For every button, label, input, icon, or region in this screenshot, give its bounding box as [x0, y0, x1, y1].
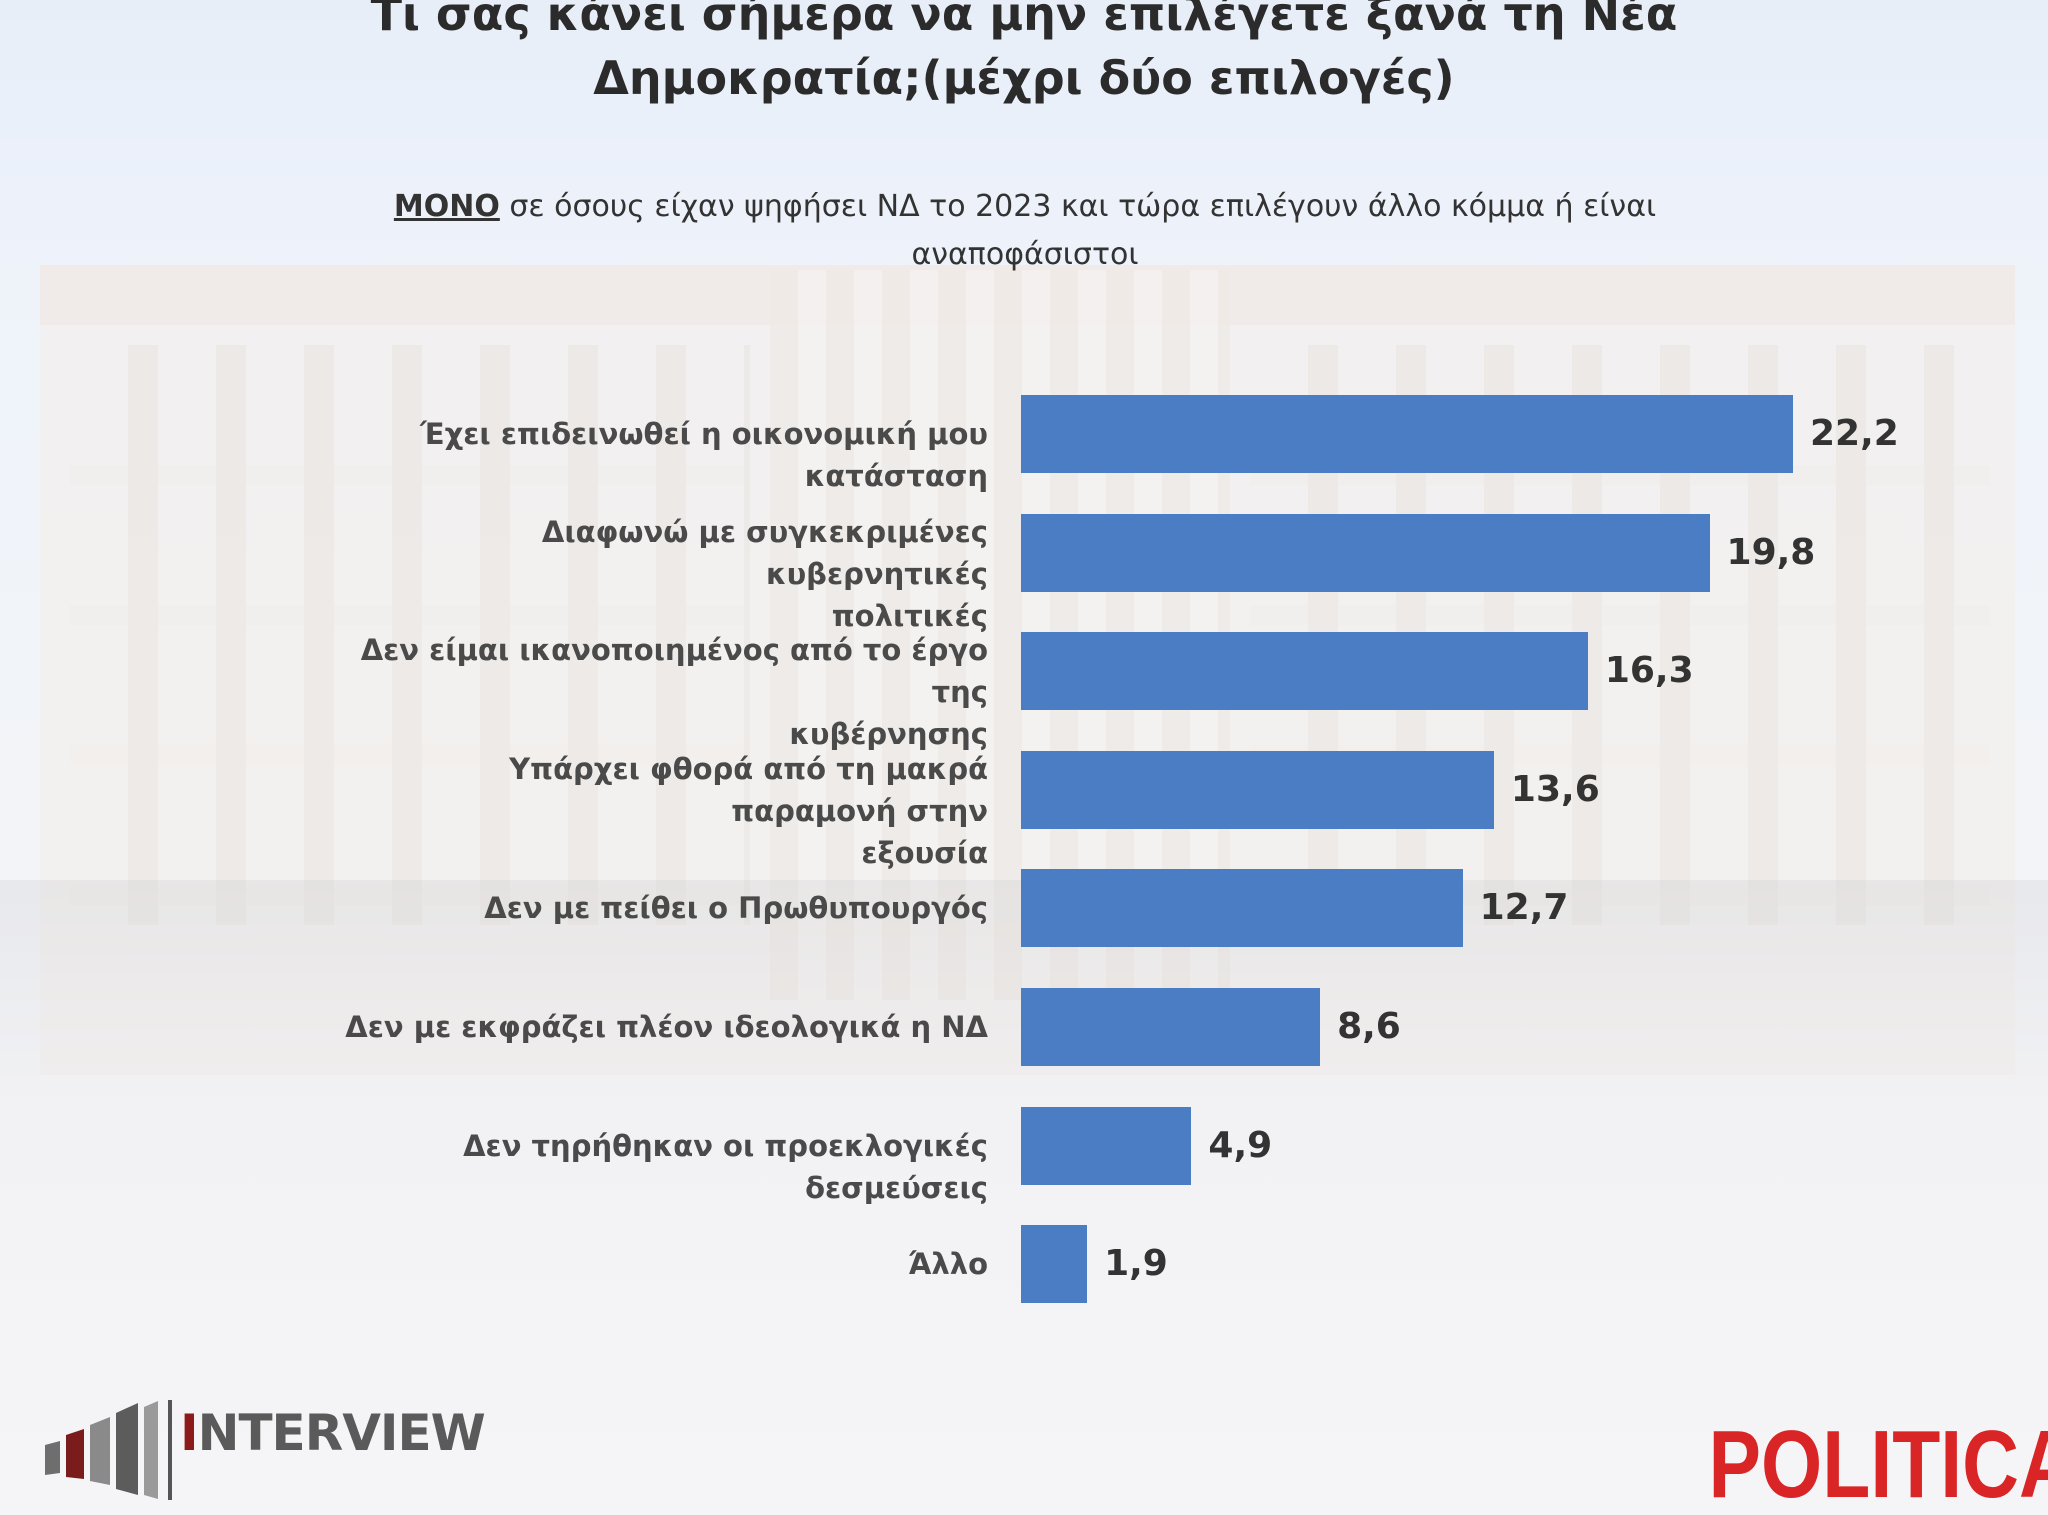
subtitle-line-1: σε όσους είχαν ψηφήσει ΝΔ το 2023 και τώ…: [499, 189, 1657, 224]
category-label: Άλλο: [338, 1243, 988, 1285]
chart-title: Τι σας κάνει σήμερα να μην επιλέγετε ξαν…: [0, 0, 2048, 110]
bar: [1021, 750, 1494, 829]
data-label: 19,8: [1726, 531, 1816, 573]
category-label-line: Δεν με εκφράζει πλέον ιδεολογικά η ΝΔ: [345, 1010, 988, 1044]
category-label-line: Έχει επιδεινωθεί η οικονομική μου κατάστ…: [420, 417, 988, 493]
bar: [1021, 513, 1710, 592]
data-label: 16,3: [1604, 650, 1694, 692]
bar: [1021, 988, 1321, 1066]
building-windows-left: [70, 345, 750, 925]
chart-subtitle: ΜΟΝΟ σε όσους είχαν ψηφήσει ΝΔ το 2023 κ…: [260, 183, 1790, 279]
category-label-line: εξουσία: [861, 835, 988, 870]
category-label-line: Άλλο: [908, 1247, 988, 1282]
data-label: 22,2: [1810, 413, 1899, 454]
bar: [1021, 869, 1463, 948]
data-label: 12,7: [1479, 887, 1569, 929]
category-label: Υπάρχει φθορά από τη μακρά παραμονή στην…: [338, 748, 988, 874]
category-label-line: Δεν είμαι ικανοποιημένος από το έργο της: [360, 633, 988, 710]
interview-wordmark-first-letter: I: [180, 1404, 199, 1462]
data-label: 1,9: [1104, 1243, 1168, 1285]
category-label-line: Δεν με πείθει ο Πρωθυπουργός: [484, 891, 988, 926]
category-label-line: Υπάρχει φθορά από τη μακρά παραμονή στην: [509, 751, 988, 828]
bar: [1021, 1106, 1192, 1185]
category-label: Δεν με πείθει ο Πρωθυπουργός: [338, 887, 988, 929]
chart-title-line-1: Τι σας κάνει σήμερα να μην επιλέγετε ξαν…: [370, 0, 1678, 41]
data-label: 4,9: [1208, 1124, 1273, 1166]
interview-logo: INTERVIEW: [40, 1395, 500, 1505]
data-label: 13,6: [1510, 768, 1600, 810]
category-label-line: Δεν τηρήθηκαν οι προεκλογικές δεσμεύσεις: [463, 1128, 988, 1205]
bar: [1021, 1225, 1088, 1304]
subtitle-line-2: αναποφάσιστοι: [911, 237, 1139, 272]
category-label-line: Διαφωνώ με συγκεκριμένες κυβερνητικές: [541, 514, 988, 591]
interview-wordmark-rest: NTERVIEW: [197, 1404, 486, 1462]
category-label: Διαφωνώ με συγκεκριμένες κυβερνητικές πολ…: [338, 511, 988, 637]
interview-wordmark: INTERVIEW: [180, 1404, 486, 1462]
category-label-line: κυβέρνησης: [789, 717, 988, 752]
category-label: Δεν με εκφράζει πλέον ιδεολογικά η ΝΔ: [338, 1006, 988, 1048]
category-label: Δεν είμαι ικανοποιημένος από το έργο της…: [338, 629, 988, 755]
political-logo: POLITICAL: [1708, 1411, 2048, 1515]
subtitle-emphasis: ΜΟΝΟ: [393, 189, 500, 224]
category-label: Έχει επιδεινωθεί η οικονομική μου κατάστ…: [338, 413, 988, 497]
bar: [1021, 632, 1588, 711]
logo-divider: [168, 1400, 172, 1500]
chart-title-line-2: Δημοκρατία;(μέχρι δύο επιλογές): [593, 51, 1455, 105]
interview-bars-icon: [45, 1401, 158, 1499]
data-label: 8,6: [1337, 1006, 1401, 1047]
category-label-line: πολιτικές: [831, 598, 988, 633]
category-label: Δεν τηρήθηκαν οι προεκλογικές δεσμεύσεις: [338, 1125, 988, 1209]
bar: [1021, 395, 1793, 473]
